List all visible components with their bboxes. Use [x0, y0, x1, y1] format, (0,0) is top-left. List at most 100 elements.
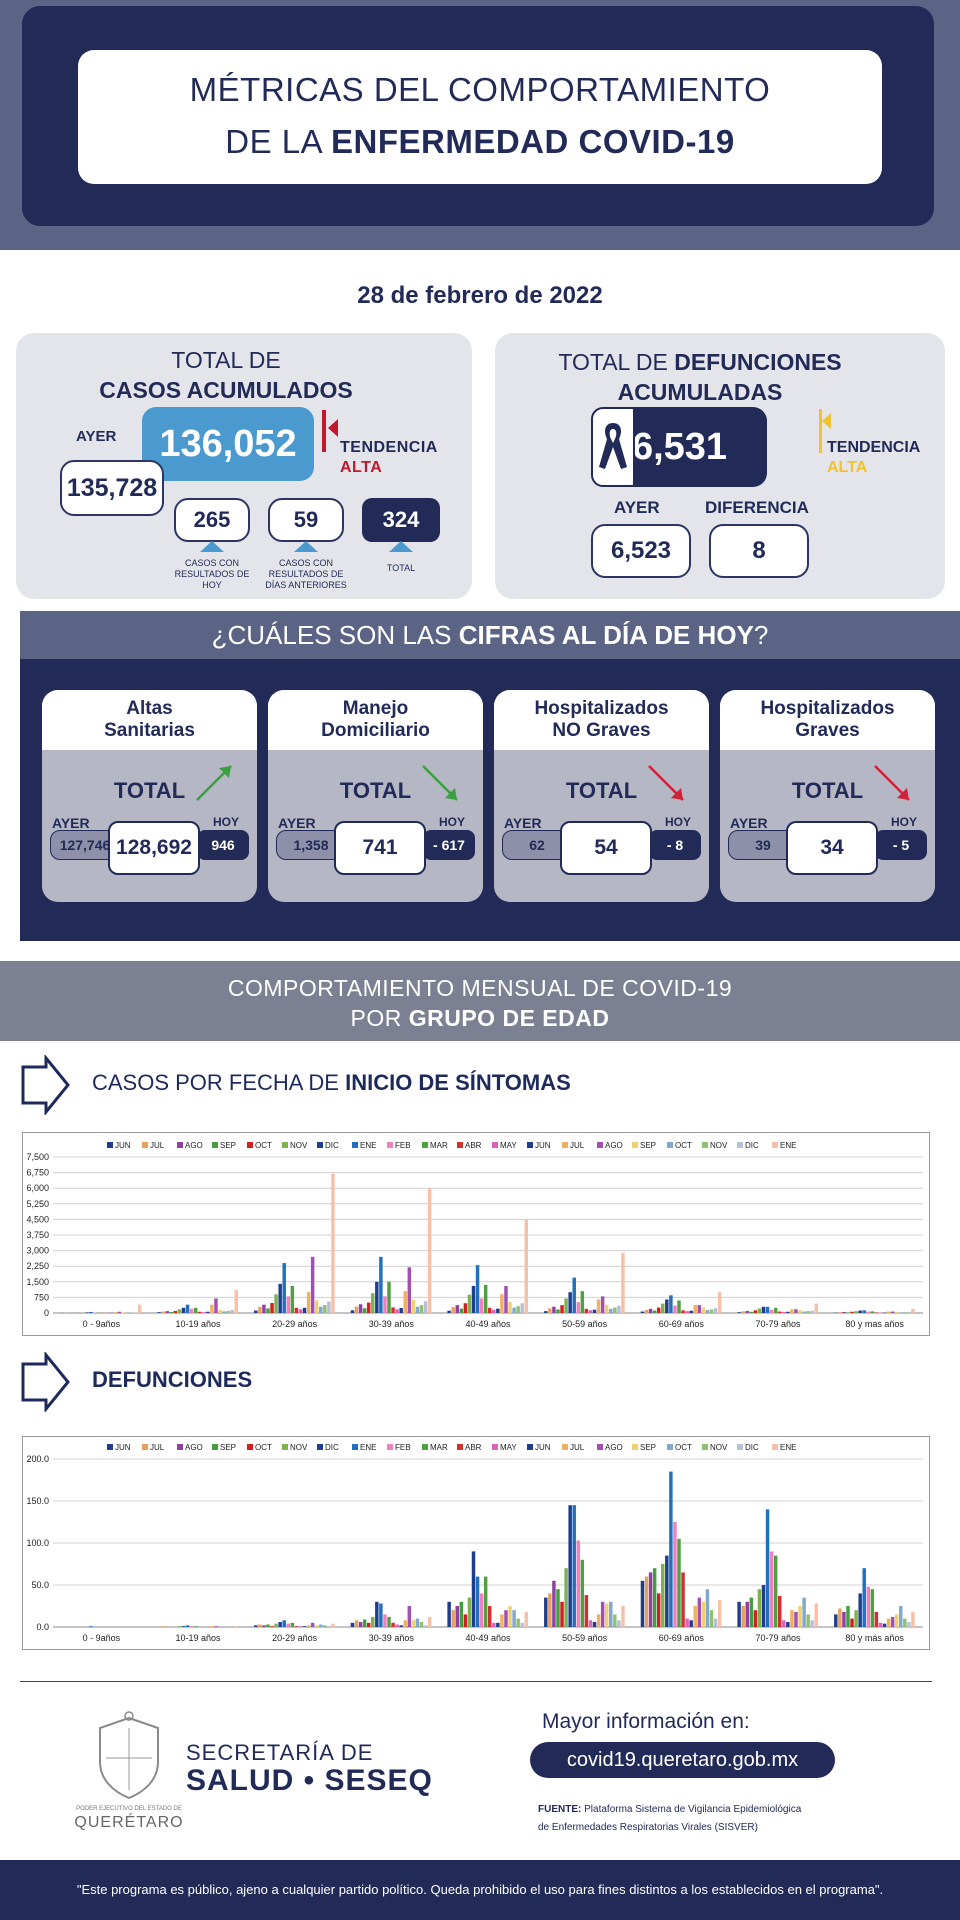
bar [399, 1625, 403, 1627]
bar [552, 1306, 556, 1313]
today-card-title: Hospitalizados Graves [720, 690, 935, 750]
today-card-title-2: Sanitarias [104, 720, 195, 741]
bar [282, 1620, 286, 1627]
legend-label: MAR [430, 1141, 448, 1150]
bar [520, 1303, 524, 1313]
bar [862, 1568, 866, 1627]
trend-arrow-icon [648, 765, 684, 801]
bar [656, 1307, 661, 1313]
bar [596, 1614, 601, 1627]
bar [427, 1616, 432, 1627]
legend-swatch [527, 1142, 533, 1148]
legend-label: NOV [290, 1443, 308, 1452]
bar [899, 1312, 903, 1313]
bar [467, 1294, 472, 1313]
cases-title: TOTAL DE CASOS ACUMULADOS [99, 347, 353, 403]
bar [371, 1293, 375, 1313]
bar [903, 1312, 907, 1313]
source-note: FUENTE: Plataforma Sistema de Vigilancia… [538, 1804, 802, 1833]
legend-label: SEP [640, 1141, 656, 1150]
bar [798, 1310, 802, 1313]
bar [858, 1310, 862, 1313]
bar [806, 1311, 810, 1313]
bar [475, 1576, 480, 1627]
bar [661, 1564, 665, 1627]
pointer-icon [294, 541, 318, 552]
bar [399, 1308, 403, 1313]
bar [560, 1305, 564, 1313]
bar [520, 1622, 524, 1627]
bar [866, 1311, 871, 1313]
bar [358, 1621, 363, 1627]
bar [753, 1610, 758, 1627]
bar [556, 1309, 560, 1313]
today-card-hoy-value: 946 [197, 830, 249, 860]
bar [580, 1559, 585, 1627]
bar [366, 1622, 371, 1627]
legend-label: OCT [675, 1443, 692, 1452]
bar [407, 1267, 412, 1313]
bar [173, 1310, 178, 1313]
footer-divider [20, 1681, 932, 1682]
cases-prev-caption: CASOS CON RESULTADOS DE DÍAS ANTERIORES [265, 558, 347, 590]
legend-swatch [282, 1444, 288, 1450]
bar [689, 1310, 693, 1313]
bar [572, 1505, 576, 1627]
bar [765, 1306, 770, 1313]
bar [286, 1623, 291, 1627]
bar [278, 1621, 282, 1627]
bar [858, 1593, 862, 1627]
bar [838, 1608, 842, 1627]
trend-arrow-icon [422, 765, 458, 801]
bar [713, 1308, 718, 1313]
legend-label: MAY [500, 1443, 517, 1452]
bar [644, 1576, 649, 1627]
org-line-1: SECRETARÍA DE [186, 1740, 374, 1765]
bar [492, 1309, 496, 1313]
bar [749, 1311, 754, 1313]
bar [882, 1312, 887, 1313]
bar [911, 1308, 915, 1313]
bar [451, 1307, 455, 1313]
bar [640, 1311, 645, 1313]
trend-arrow-icon [822, 413, 831, 429]
bar [870, 1589, 875, 1627]
seal-caption: PODER EJECUTIVO DEL ESTADO DE [76, 1806, 182, 1812]
bar [479, 1298, 484, 1313]
x-tick-label: 20-29 años [272, 1319, 318, 1329]
bar [306, 1625, 311, 1627]
bar [210, 1304, 214, 1313]
bar [185, 1625, 190, 1627]
bar [713, 1618, 718, 1627]
bar [157, 1312, 161, 1313]
bar [496, 1308, 500, 1313]
bar [218, 1309, 222, 1313]
today-card: Hospitalizados NO Graves TOTAL AYER HOY 62- 8… [494, 690, 709, 902]
bar [500, 1614, 504, 1627]
bar [588, 1620, 593, 1627]
legend-swatch [212, 1142, 218, 1148]
cases-card: TOTAL DE CASOS ACUMULADOS AYER 136,052 1… [16, 333, 472, 599]
bar [850, 1311, 854, 1313]
today-card-title-1: Altas [126, 698, 173, 719]
legend-swatch [142, 1142, 148, 1148]
bar [395, 1309, 399, 1313]
info-url-link[interactable]: covid19.queretaro.gob.mx [530, 1742, 835, 1778]
title-line-1: MÉTRICAS DEL COMPORTAMIENTO [189, 71, 771, 108]
bar [302, 1307, 307, 1313]
bar [838, 1312, 842, 1313]
bar [455, 1305, 459, 1313]
bar [669, 1471, 673, 1627]
bar [214, 1626, 218, 1627]
bar [516, 1618, 520, 1627]
legend-label: SEP [640, 1443, 656, 1452]
legend-swatch [597, 1444, 603, 1450]
bar [621, 1252, 625, 1313]
today-section-title: ¿CUÁLES SON LAS CIFRAS AL DÍA DE HOY? [20, 611, 960, 659]
today-card-title-1: Manejo [342, 698, 409, 719]
legend-label: MAR [430, 1443, 448, 1452]
bar [717, 1292, 722, 1313]
bar [419, 1621, 424, 1627]
legend-swatch [492, 1142, 498, 1148]
deaths-tendencia-value: ALTA [827, 459, 868, 476]
